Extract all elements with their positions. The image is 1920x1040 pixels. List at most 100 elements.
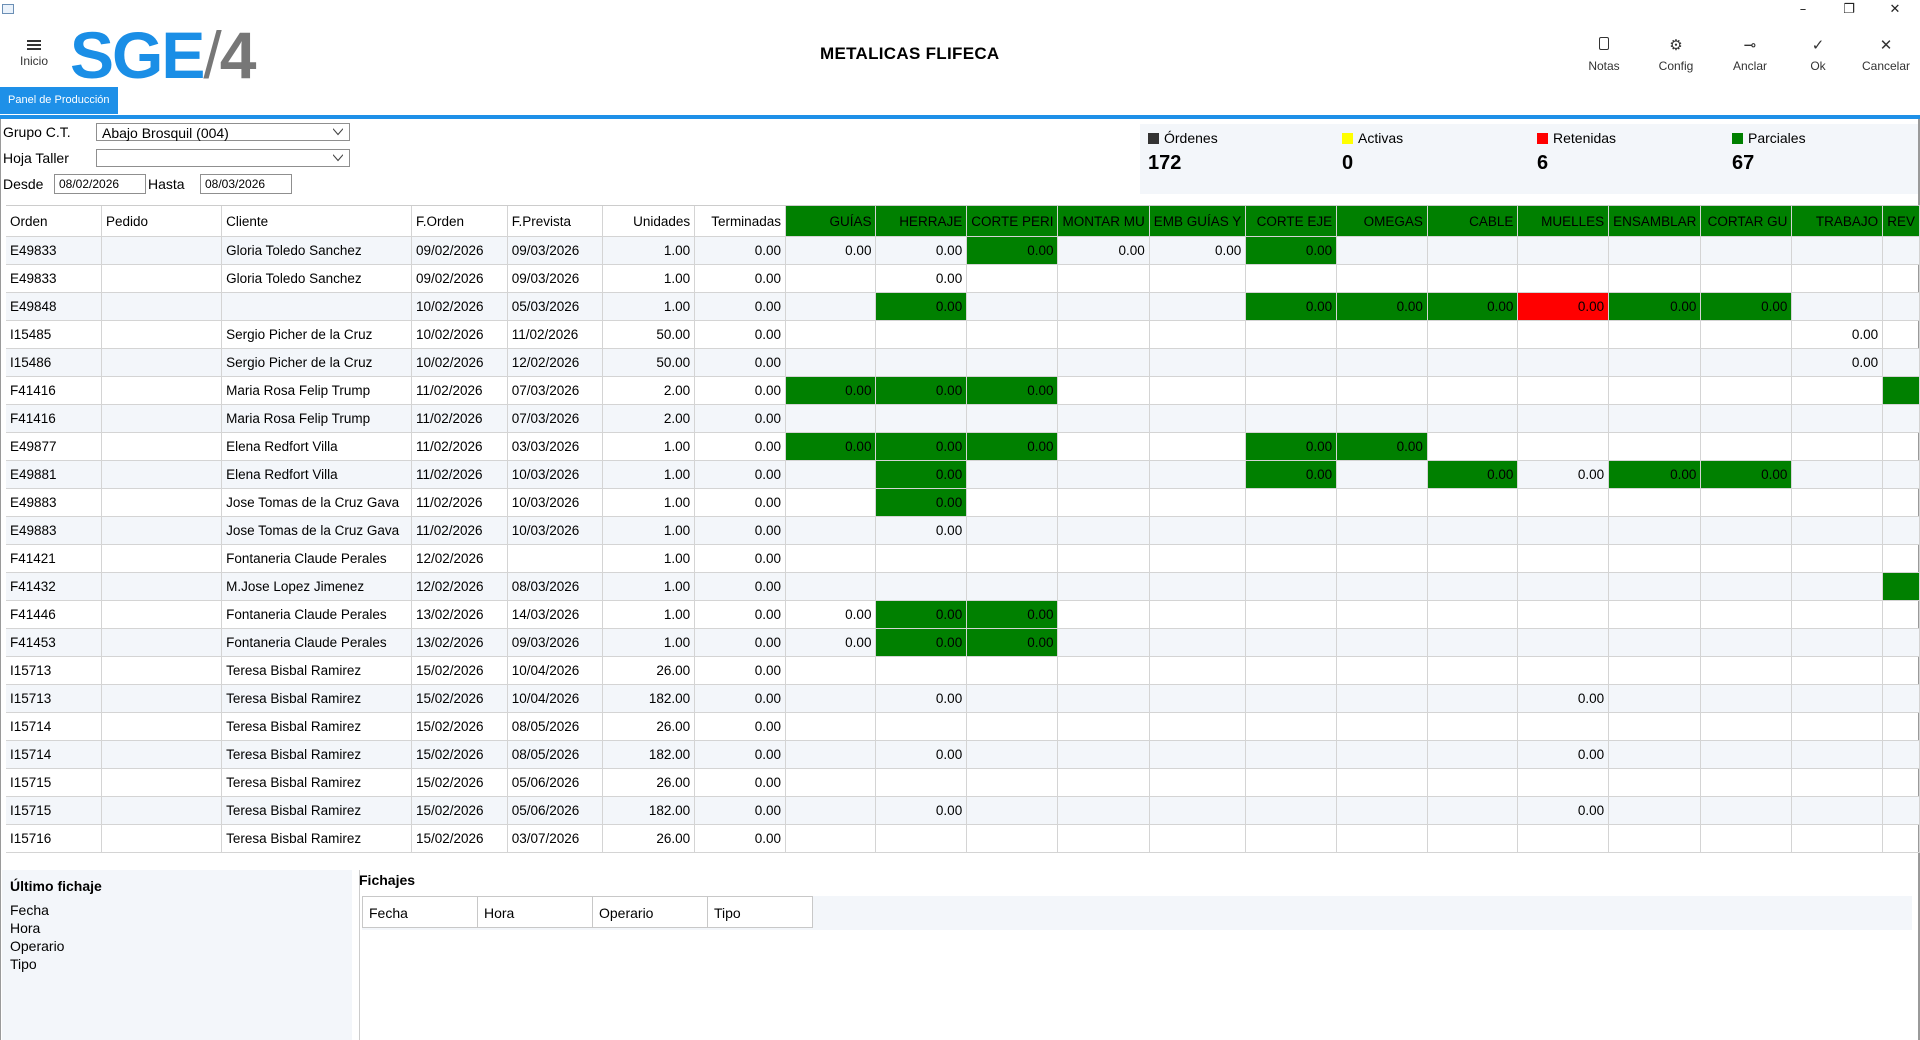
process-cell[interactable]	[1517, 656, 1610, 685]
cell-f-orden[interactable]: 13/02/2026	[411, 600, 508, 629]
process-cell[interactable]	[1245, 488, 1338, 517]
config-button[interactable]: ⚙ Config	[1646, 36, 1706, 75]
close-window-button[interactable]: ✕	[1889, 2, 1901, 17]
process-cell[interactable]	[1882, 264, 1920, 293]
process-header-7[interactable]: CABLE	[1427, 206, 1519, 237]
process-cell[interactable]: 0.00	[875, 740, 968, 769]
cell-f-prevista[interactable]: 05/06/2026	[507, 768, 604, 797]
cell-pedido[interactable]	[101, 740, 223, 769]
cell-cliente[interactable]: Teresa Bisbal Ramirez	[221, 768, 412, 797]
process-cell[interactable]	[1057, 376, 1150, 405]
process-cell[interactable]	[1517, 488, 1610, 517]
cell-unidades[interactable]: 50.00	[602, 348, 696, 377]
process-cell[interactable]	[1057, 768, 1150, 797]
process-cell[interactable]	[875, 572, 968, 601]
tab-panel-produccion[interactable]: Panel de Producción	[0, 87, 118, 114]
process-cell[interactable]	[1245, 376, 1338, 405]
table-row[interactable]: I15714 Teresa Bisbal Ramirez 15/02/2026 08/…	[6, 740, 1920, 769]
cell-pedido[interactable]	[101, 404, 223, 433]
process-cell[interactable]	[1882, 348, 1920, 377]
cell-f-prevista[interactable]: 10/03/2026	[507, 516, 604, 545]
process-cell[interactable]	[1608, 628, 1702, 657]
process-cell[interactable]	[1608, 656, 1702, 685]
fichajes-col-fecha[interactable]: Fecha	[362, 896, 478, 928]
process-cell[interactable]	[1149, 796, 1247, 825]
cell-unidades[interactable]: 1.00	[602, 572, 696, 601]
process-cell[interactable]	[1882, 404, 1920, 433]
process-cell[interactable]	[785, 796, 877, 825]
process-cell[interactable]	[1427, 488, 1519, 517]
cell-terminadas[interactable]: 0.00	[694, 236, 786, 265]
process-cell[interactable]	[1149, 544, 1247, 573]
cell-pedido[interactable]	[101, 656, 223, 685]
table-row[interactable]: I15715 Teresa Bisbal Ramirez 15/02/2026 05/…	[6, 796, 1920, 825]
cell-pedido[interactable]	[101, 796, 223, 825]
process-cell[interactable]	[785, 320, 877, 349]
process-cell[interactable]: 0.00	[875, 516, 968, 545]
process-cell[interactable]	[966, 740, 1059, 769]
cell-orden[interactable]: I15714	[6, 740, 102, 769]
cell-unidades[interactable]: 1.00	[602, 516, 696, 545]
process-cell[interactable]	[875, 656, 968, 685]
process-cell[interactable]: 0.00	[1791, 348, 1884, 377]
process-cell[interactable]	[1791, 516, 1884, 545]
process-cell[interactable]	[1057, 460, 1150, 489]
process-cell[interactable]	[966, 656, 1059, 685]
process-cell[interactable]	[966, 712, 1059, 741]
process-cell[interactable]: 0.00	[966, 432, 1059, 461]
process-cell[interactable]	[1882, 600, 1920, 629]
cell-f-prevista[interactable]: 11/02/2026	[507, 320, 604, 349]
cell-pedido[interactable]	[101, 488, 223, 517]
process-cell[interactable]: 0.00	[1336, 292, 1428, 321]
process-cell[interactable]: 0.00	[1517, 796, 1610, 825]
cell-cliente[interactable]: Jose Tomas de la Cruz Gava	[221, 488, 412, 517]
process-cell[interactable]	[1427, 572, 1519, 601]
process-cell[interactable]: 0.00	[1057, 236, 1150, 265]
cell-f-orden[interactable]: 15/02/2026	[411, 768, 508, 797]
process-cell[interactable]	[1700, 656, 1793, 685]
col-header-f-orden[interactable]: F.Orden	[411, 206, 508, 237]
process-cell[interactable]	[1882, 656, 1920, 685]
process-cell[interactable]	[1336, 516, 1428, 545]
process-cell[interactable]	[966, 796, 1059, 825]
process-cell[interactable]	[1427, 824, 1519, 853]
cell-terminadas[interactable]: 0.00	[694, 628, 786, 657]
process-cell[interactable]	[1517, 628, 1610, 657]
process-cell[interactable]	[1700, 712, 1793, 741]
process-cell[interactable]	[1057, 796, 1150, 825]
process-cell[interactable]: 0.00	[1791, 320, 1884, 349]
process-cell[interactable]	[1149, 824, 1247, 853]
process-cell[interactable]	[1427, 768, 1519, 797]
process-cell[interactable]	[1427, 712, 1519, 741]
process-cell[interactable]	[1336, 600, 1428, 629]
process-cell[interactable]	[1700, 628, 1793, 657]
cell-pedido[interactable]	[101, 432, 223, 461]
col-header-unidades[interactable]: Unidades	[602, 206, 696, 237]
cell-unidades[interactable]: 1.00	[602, 544, 696, 573]
cell-orden[interactable]: E49848	[6, 292, 102, 321]
process-cell[interactable]	[875, 768, 968, 797]
cell-orden[interactable]: I15713	[6, 684, 102, 713]
process-cell[interactable]	[1427, 656, 1519, 685]
process-cell[interactable]	[1700, 600, 1793, 629]
cell-unidades[interactable]: 2.00	[602, 376, 696, 405]
grupo-combobox[interactable]: Abajo Brosquil (004)	[96, 123, 350, 141]
process-cell[interactable]	[1882, 516, 1920, 545]
cell-pedido[interactable]	[101, 544, 223, 573]
cell-terminadas[interactable]: 0.00	[694, 572, 786, 601]
process-cell[interactable]	[1882, 544, 1920, 573]
process-cell[interactable]: 0.00	[966, 376, 1059, 405]
process-cell[interactable]	[1149, 712, 1247, 741]
cell-pedido[interactable]	[101, 320, 223, 349]
cell-f-orden[interactable]: 15/02/2026	[411, 712, 508, 741]
process-cell[interactable]	[1057, 432, 1150, 461]
process-cell[interactable]	[1245, 684, 1338, 713]
process-cell[interactable]	[1700, 348, 1793, 377]
cell-cliente[interactable]: Sergio Picher de la Cruz	[221, 320, 412, 349]
process-cell[interactable]	[1427, 600, 1519, 629]
process-cell[interactable]	[1608, 712, 1702, 741]
process-cell[interactable]: 0.00	[875, 376, 968, 405]
process-cell[interactable]	[1336, 656, 1428, 685]
cell-f-prevista[interactable]: 07/03/2026	[507, 404, 604, 433]
cell-orden[interactable]: E49833	[6, 264, 102, 293]
